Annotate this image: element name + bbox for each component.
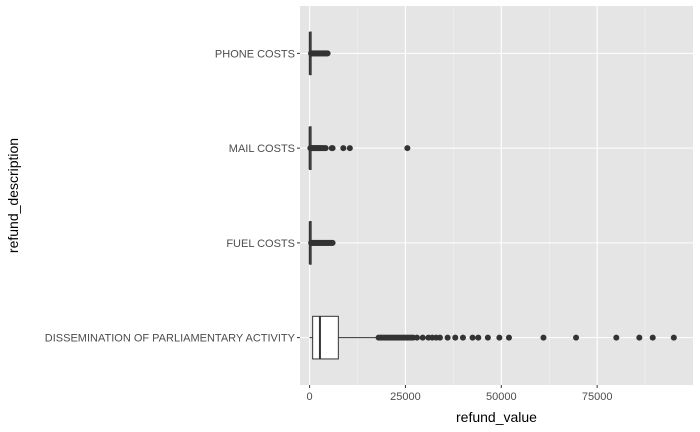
outlier-point bbox=[505, 334, 512, 341]
box-group bbox=[308, 221, 336, 265]
box-group bbox=[309, 315, 677, 360]
y-tick-label: DISSEMINATION OF PARLIAMENTARY ACTIVITY bbox=[45, 333, 296, 345]
outlier-point bbox=[419, 334, 426, 341]
outlier-point bbox=[404, 145, 411, 152]
outlier-point bbox=[459, 334, 466, 341]
outlier-point bbox=[573, 334, 580, 341]
x-tick-label: 50000 bbox=[486, 391, 517, 403]
outlier-point bbox=[324, 50, 331, 57]
outlier-point bbox=[413, 334, 420, 341]
outlier-point bbox=[496, 334, 503, 341]
outlier-point bbox=[613, 334, 620, 341]
outlier-point bbox=[475, 334, 482, 341]
outlier-point bbox=[670, 334, 677, 341]
y-axis-ticks: PHONE COSTS MAIL COSTS FUEL COSTS DISSEMINA… bbox=[45, 48, 300, 345]
y-tick-label: MAIL COSTS bbox=[229, 143, 295, 155]
outlier-point bbox=[484, 334, 491, 341]
grid-minor bbox=[357, 6, 646, 385]
outlier-point bbox=[329, 239, 336, 246]
box bbox=[312, 315, 339, 360]
x-tick-label: 75000 bbox=[582, 391, 613, 403]
y-tick-label: FUEL COSTS bbox=[226, 238, 295, 250]
box-group bbox=[307, 126, 411, 170]
outlier-point bbox=[322, 145, 329, 152]
box-group bbox=[308, 31, 331, 76]
boxes bbox=[307, 31, 677, 360]
x-axis-title: refund_value bbox=[456, 409, 537, 425]
outlier-point bbox=[340, 145, 347, 152]
x-axis-ticks: 0 25000 50000 75000 bbox=[307, 385, 613, 403]
outlier-point bbox=[469, 334, 476, 341]
outlier-point bbox=[444, 334, 451, 341]
outlier-point bbox=[540, 334, 547, 341]
y-tick-label: PHONE COSTS bbox=[215, 48, 295, 60]
outlier-point bbox=[436, 334, 443, 341]
outlier-point bbox=[329, 145, 336, 152]
outlier-point bbox=[452, 334, 459, 341]
outlier-point bbox=[649, 334, 656, 341]
panel-background bbox=[300, 6, 693, 385]
outlier-point bbox=[346, 145, 353, 152]
outlier-point bbox=[636, 334, 643, 341]
y-axis-title: refund_description bbox=[5, 138, 21, 253]
x-tick-label: 0 bbox=[307, 391, 313, 403]
x-tick-label: 25000 bbox=[390, 391, 421, 403]
